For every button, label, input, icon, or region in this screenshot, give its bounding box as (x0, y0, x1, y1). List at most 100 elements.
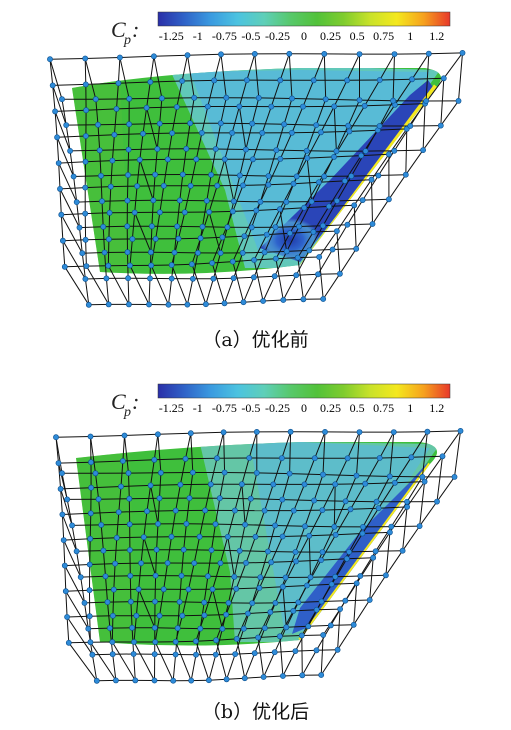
lattice-edge (333, 80, 348, 107)
control-point (351, 202, 358, 209)
lattice-edge (270, 610, 294, 613)
control-point (148, 223, 155, 230)
lattice-edge (236, 587, 260, 590)
colorbar-tick-label: 1 (407, 29, 413, 43)
control-point (96, 147, 103, 154)
lattice-edge (311, 176, 325, 202)
lattice-edge (293, 484, 305, 511)
lattice-edge (282, 674, 303, 677)
lattice-edge (313, 474, 324, 501)
lattice-edge (216, 159, 226, 186)
control-point (290, 180, 297, 187)
control-point (359, 530, 366, 537)
control-point (241, 675, 248, 682)
lattice-edge (72, 524, 102, 526)
control-point (132, 677, 139, 684)
colorbar-tick-label: 0.75 (373, 401, 394, 415)
control-point (204, 573, 211, 580)
lattice-edge (422, 125, 442, 151)
lattice-edge (179, 458, 186, 485)
control-point (293, 272, 300, 279)
colorbar-tick-label: -1.25 (159, 29, 184, 43)
control-point (260, 674, 267, 680)
lattice-edge (280, 157, 308, 160)
lattice-edge (243, 300, 264, 303)
colorbar-tick-label: -1 (193, 29, 203, 43)
lattice-edge (306, 158, 313, 202)
lattice-edge (139, 133, 144, 160)
lattice-edge (200, 211, 210, 239)
lattice-edge (321, 576, 336, 602)
control-point (113, 677, 119, 684)
lattice-edge (252, 123, 285, 125)
control-point (264, 548, 271, 555)
cp-contour-plot-after: -1.25 -1 -0.75 -0.5 -0.25 0 0.25 0.5 0.75 1 1.2 C … (53, 383, 464, 684)
control-point (267, 609, 274, 616)
lattice-edge (85, 82, 119, 85)
lattice-edge (289, 431, 292, 474)
lattice-edge (345, 475, 357, 502)
lattice-edge (195, 639, 217, 642)
control-point (173, 104, 180, 110)
control-point (313, 647, 320, 654)
lattice-edge (356, 557, 374, 584)
control-point (191, 560, 198, 566)
lattice-edge (310, 551, 323, 578)
lattice-edge (231, 106, 240, 134)
lattice-edge (89, 641, 117, 681)
lattice-edge (85, 238, 109, 241)
lattice-edge (251, 97, 260, 124)
control-point (125, 172, 131, 178)
control-point (168, 262, 175, 268)
lattice-edge (215, 123, 222, 150)
lattice-edge (109, 186, 112, 213)
control-point (138, 560, 144, 566)
lattice-edge (227, 510, 236, 537)
lattice-edge (267, 158, 281, 185)
control-point (402, 171, 409, 178)
control-point (147, 249, 154, 256)
control-point (346, 548, 352, 555)
lattice-edge (216, 432, 225, 459)
control-point (179, 612, 186, 619)
lattice-edge (379, 431, 395, 459)
cp-contour-plot-before: -1.25 -1 -0.75 -0.5 -0.25 0 0.25 0.5 0.75 1 1.2 C … (47, 11, 466, 308)
lattice-edge (299, 225, 324, 227)
control-point (260, 298, 266, 304)
lattice-edge (282, 535, 310, 537)
lattice-edge (371, 179, 373, 225)
lattice-edge (264, 602, 276, 629)
lattice-edge (295, 250, 310, 276)
control-point (331, 523, 338, 530)
lattice-edge (107, 265, 130, 305)
control-point (302, 523, 308, 530)
lattice-edge (362, 175, 379, 201)
control-point (299, 672, 306, 679)
lattice-edge (122, 435, 125, 462)
lattice-edge (275, 226, 300, 228)
lattice-edge (282, 499, 315, 501)
lattice-edge (228, 576, 235, 604)
lattice-edge (297, 577, 311, 603)
lattice-edge (92, 653, 113, 656)
control-point (306, 532, 313, 539)
lattice-edge (130, 601, 133, 628)
lattice-edge (89, 538, 91, 565)
lattice-edge (361, 153, 389, 157)
control-point (439, 453, 446, 460)
control-point (332, 481, 339, 488)
control-point (212, 521, 219, 527)
control-point (107, 183, 114, 190)
lattice-edge (226, 677, 245, 680)
control-point (388, 523, 395, 530)
control-point (133, 612, 140, 619)
control-point (64, 496, 71, 503)
lattice-edge (212, 588, 237, 590)
lattice-edge (394, 149, 424, 152)
control-point (83, 263, 90, 269)
control-point (408, 454, 415, 461)
control-point (201, 612, 208, 619)
control-point (86, 613, 93, 620)
lattice-edge (336, 175, 352, 202)
lattice-edge (244, 653, 256, 679)
